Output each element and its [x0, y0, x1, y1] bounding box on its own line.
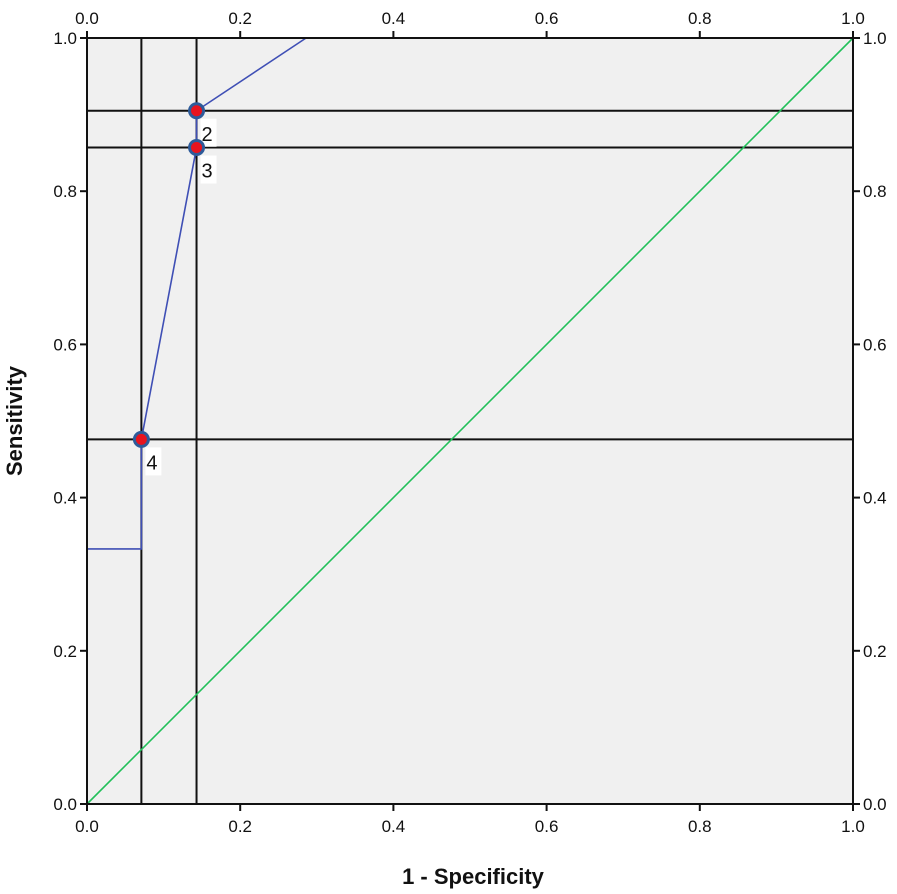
y-tick-label-right: 0.0	[863, 795, 887, 814]
plot-frame	[86, 37, 854, 805]
plot-border	[86, 37, 854, 805]
y-tick-label-left: 0.0	[53, 795, 77, 814]
x-tick-label-top: 0.4	[382, 9, 406, 28]
y-tick-label-left: 0.4	[53, 489, 77, 508]
x-tick-label-bottom: 0.4	[382, 817, 406, 836]
x-tick-label-bottom: 0.6	[535, 817, 559, 836]
diagonal-reference-line	[86, 37, 854, 805]
reference-lines	[87, 38, 853, 804]
point-label: 2	[202, 124, 213, 146]
y-tick-label-left: 0.8	[53, 182, 77, 201]
x-tick-label-top: 0.6	[535, 9, 559, 28]
y-axis-title: Sensitivity	[2, 365, 27, 476]
x-tick-label-top: 1.0	[841, 9, 865, 28]
y-tick-label-right: 0.2	[863, 642, 887, 661]
y-tick-label-right: 0.8	[863, 182, 887, 201]
axis-ticks: 0.00.00.20.20.40.40.60.60.80.81.01.00.0 0…	[53, 9, 886, 836]
x-tick-label-bottom: 1.0	[841, 817, 865, 836]
point-label: 4	[146, 452, 157, 474]
x-tick-label-top: 0.2	[228, 9, 252, 28]
point-label-bg	[200, 118, 217, 147]
y-tick-label-right: 0.4	[863, 489, 887, 508]
y-tick-label-right: 0.6	[863, 335, 887, 354]
y-tick-label-left: 0.6	[53, 335, 77, 354]
point-markers: 2 3 4	[132, 102, 217, 476]
y-tick-label-left: 1.0	[53, 29, 77, 48]
x-tick-label-top: 0.8	[688, 9, 712, 28]
cutoff-point-marker	[188, 139, 206, 157]
point-label: 3	[202, 161, 213, 183]
x-tick-label-bottom: 0.0	[75, 817, 99, 836]
x-axis-title: 1 - Specificity	[402, 864, 545, 889]
point-label-bg	[200, 155, 217, 184]
cutoff-point-marker	[188, 102, 206, 120]
cutoff-point-marker	[132, 430, 150, 448]
x-tick-label-bottom: 0.8	[688, 817, 712, 836]
x-tick-label-bottom: 0.2	[228, 817, 252, 836]
y-tick-label-left: 0.2	[53, 642, 77, 661]
x-tick-label-top: 0.0	[75, 9, 99, 28]
point-label-bg	[145, 447, 162, 476]
y-tick-label-right: 1.0	[863, 29, 887, 48]
